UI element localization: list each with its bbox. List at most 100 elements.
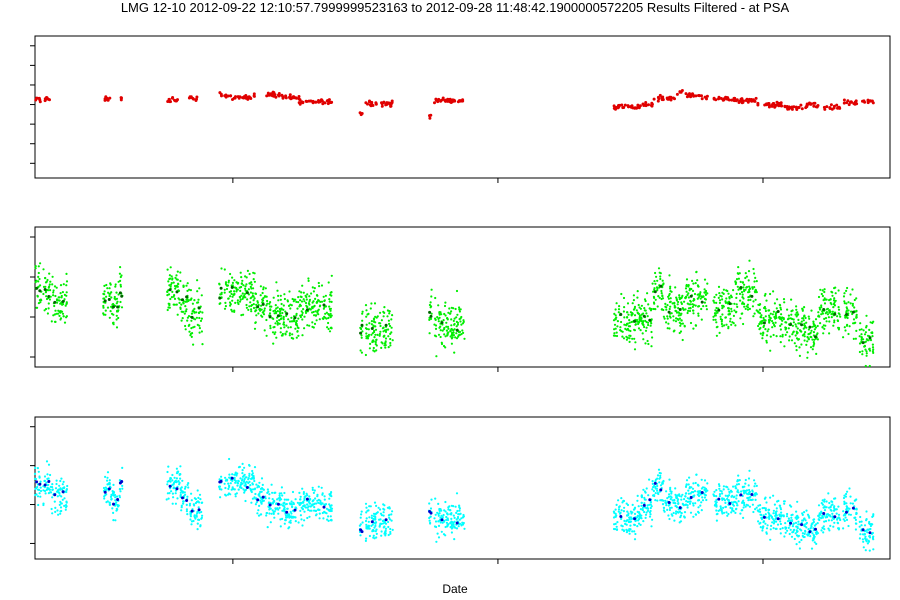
data-point — [681, 322, 685, 325]
data-point — [760, 322, 763, 325]
data-point — [685, 295, 688, 298]
data-point — [301, 318, 304, 321]
data-point — [834, 497, 837, 500]
data-point — [455, 316, 458, 319]
data-point — [244, 476, 247, 479]
data-point — [252, 306, 256, 310]
data-point — [672, 330, 675, 333]
data-point — [798, 354, 802, 357]
data-point — [775, 335, 778, 338]
data-point — [370, 516, 373, 520]
data-point — [744, 307, 747, 310]
data-point — [193, 299, 196, 302]
average-point — [116, 498, 120, 501]
data-point — [842, 336, 845, 339]
data-point — [330, 274, 333, 277]
data-point — [179, 465, 182, 468]
data-point — [795, 308, 798, 311]
data-point — [827, 316, 831, 319]
data-point — [181, 479, 184, 482]
data-point — [865, 350, 868, 353]
data-point — [370, 320, 373, 323]
data-point — [705, 308, 709, 311]
data-point — [729, 320, 732, 323]
data-point — [458, 506, 461, 509]
data-point — [361, 319, 364, 322]
data-point — [737, 500, 740, 503]
data-point — [725, 289, 728, 292]
data-point — [51, 512, 54, 515]
data-point — [463, 337, 466, 340]
data-point — [169, 487, 172, 490]
data-point — [644, 309, 647, 312]
data-point — [615, 316, 618, 319]
data-point — [365, 332, 368, 335]
data-point — [253, 327, 257, 330]
data-point — [372, 346, 375, 350]
data-point — [272, 317, 275, 320]
average-point — [175, 290, 179, 294]
data-point — [612, 516, 616, 519]
data-point — [55, 298, 59, 301]
data-point — [804, 331, 807, 334]
data-point — [741, 302, 744, 305]
data-point — [116, 300, 119, 303]
data-point — [734, 281, 738, 284]
data-point — [787, 517, 791, 520]
data-point — [627, 512, 630, 515]
data-point — [379, 508, 382, 511]
data-point — [56, 312, 60, 315]
data-point — [173, 297, 177, 300]
data-point — [817, 311, 820, 314]
data-point — [359, 516, 362, 519]
data-point — [829, 103, 833, 107]
data-point — [871, 515, 874, 519]
data-point — [725, 323, 728, 326]
data-point — [847, 513, 851, 516]
data-point — [715, 495, 718, 498]
data-point — [324, 294, 327, 297]
data-point — [651, 482, 654, 485]
data-point — [372, 534, 375, 537]
data-point — [437, 536, 441, 539]
data-point — [785, 326, 788, 330]
data-point — [58, 314, 61, 317]
data-point — [795, 525, 798, 528]
data-point — [819, 288, 822, 291]
data-point — [647, 323, 650, 327]
data-point — [759, 521, 762, 525]
data-point — [794, 334, 797, 337]
data-point — [168, 274, 171, 277]
data-point — [666, 304, 669, 307]
data-point — [740, 490, 743, 493]
data-point — [53, 285, 57, 288]
data-point — [627, 105, 630, 109]
data-point — [200, 510, 203, 514]
average-point — [112, 502, 115, 506]
data-point — [267, 501, 270, 504]
data-point — [361, 330, 364, 333]
data-point — [168, 492, 171, 495]
data-point — [757, 510, 760, 513]
data-point — [255, 501, 258, 504]
data-point — [172, 486, 175, 489]
data-point — [360, 351, 363, 354]
data-point — [440, 530, 443, 533]
data-point — [617, 103, 621, 107]
data-point — [645, 326, 648, 329]
data-point — [630, 517, 633, 521]
data-point — [719, 489, 722, 492]
data-point — [690, 486, 693, 489]
data-point — [175, 274, 178, 277]
data-point — [809, 335, 812, 338]
data-point — [252, 278, 255, 281]
data-point — [765, 299, 768, 302]
average-point — [808, 530, 812, 534]
data-point — [755, 506, 758, 509]
data-point — [869, 527, 872, 531]
data-point — [188, 504, 191, 507]
data-point — [166, 483, 169, 486]
data-point — [802, 317, 805, 320]
average-point — [360, 323, 364, 327]
data-point — [832, 104, 836, 108]
